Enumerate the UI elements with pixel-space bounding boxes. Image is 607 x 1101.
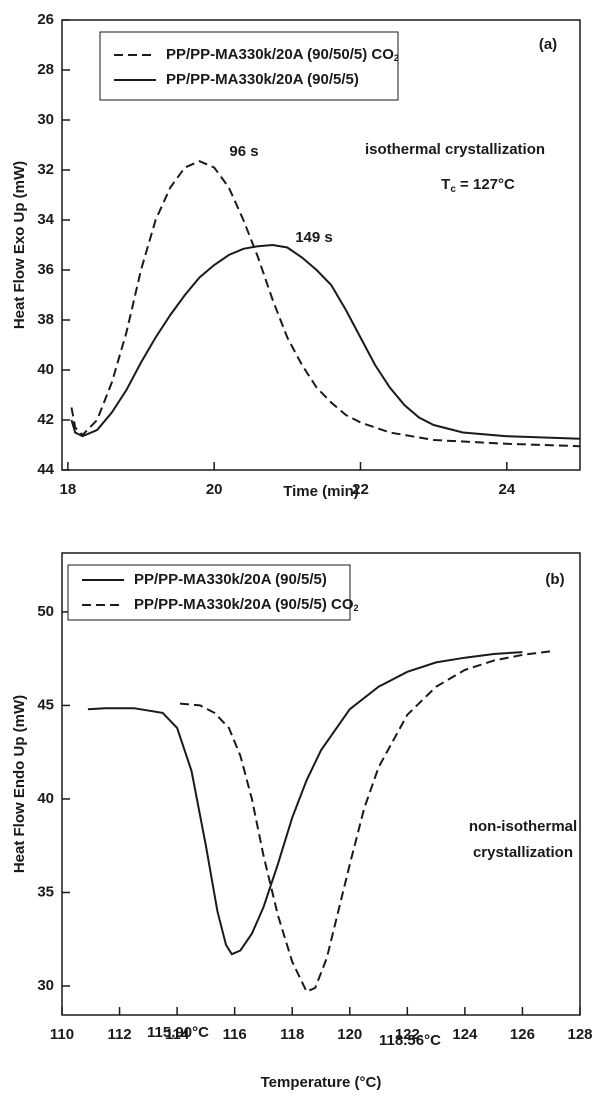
legend-label-main: PP/PP-MA330k/20A (90/50/5) CO: [166, 46, 394, 63]
annotation: 118.56°C: [379, 1032, 441, 1049]
legend-label: PP/PP-MA330k/20A (90/5/5): [166, 71, 359, 88]
y-tick-label: 38: [37, 311, 54, 328]
x-tick-label: 120: [337, 1026, 362, 1043]
y-tick-label: 35: [37, 883, 54, 900]
plot-frame: [61, 19, 581, 471]
panel-label: (a): [539, 36, 557, 53]
data-line: [70, 243, 581, 440]
x-tick-label: 20: [206, 481, 223, 498]
y-axis-title: Heat Flow Endo Up (mW): [11, 695, 28, 873]
annotation: 149 s: [295, 229, 333, 246]
y-tick-label: 32: [37, 161, 54, 178]
y-tick-label: 34: [37, 211, 54, 228]
x-tick-label: 18: [60, 481, 77, 498]
legend-label-main: PP/PP-MA330k/20A (90/5/5) CO: [134, 596, 354, 613]
data-line: [179, 650, 552, 993]
legend-box: [99, 31, 399, 101]
x-tick-label: 22: [352, 481, 369, 498]
legend-label-main: PP/PP-MA330k/20A (90/5/5): [134, 571, 327, 588]
legend-label: PP/PP-MA330k/20A (90/5/5): [134, 571, 327, 588]
x-tick-label: 24: [498, 481, 515, 498]
data-line: [70, 160, 581, 448]
annotation: 115.90°C: [147, 1024, 209, 1041]
x-tick-label: 118: [280, 1026, 304, 1043]
y-tick-label: 50: [37, 603, 54, 620]
annotation-symbol: T: [441, 176, 450, 193]
legend-box: [67, 564, 351, 621]
legend-label-main: PP/PP-MA330k/20A (90/5/5): [166, 71, 359, 88]
annotation-rest: = 127°C: [456, 176, 515, 193]
plot-frame: [61, 552, 581, 1016]
legend-label: PP/PP-MA330k/20A (90/5/5) CO2: [134, 596, 359, 613]
x-axis-title: Time (min): [283, 483, 359, 500]
y-tick-label: 36: [37, 261, 54, 278]
legend-label: PP/PP-MA330k/20A (90/50/5) CO2: [166, 46, 399, 63]
x-tick-label: 122: [395, 1026, 420, 1043]
data-line: [87, 651, 523, 956]
x-axis-title: Temperature (°C): [261, 1074, 382, 1091]
x-tick-label: 126: [510, 1026, 535, 1043]
x-tick-label: 110: [50, 1026, 74, 1043]
annotation: isothermal crystallization: [365, 141, 545, 158]
y-tick-label: 30: [37, 977, 54, 994]
annotation: non-isothermal: [469, 818, 577, 835]
annotation: 96 s: [229, 143, 258, 160]
legend-label-sub: 2: [354, 603, 359, 613]
y-tick-label: 44: [37, 461, 54, 478]
y-tick-label: 40: [37, 790, 54, 807]
panel-label: (b): [545, 571, 564, 588]
y-tick-label: 42: [37, 411, 54, 428]
legend-label-sub: 2: [394, 53, 399, 63]
x-tick-label: 114: [165, 1026, 190, 1043]
x-tick-label: 116: [223, 1026, 247, 1043]
annotation: Tc = 127°C: [441, 176, 515, 195]
annotation-sub: c: [450, 184, 456, 195]
y-axis-title: Heat Flow Exo Up (mW): [11, 161, 28, 329]
annotation: crystallization: [473, 844, 573, 861]
y-tick-label: 26: [37, 11, 54, 28]
y-tick-label: 40: [37, 361, 54, 378]
y-tick-label: 28: [37, 61, 54, 78]
y-tick-label: 30: [37, 111, 54, 128]
y-tick-label: 45: [37, 696, 54, 713]
x-tick-label: 128: [567, 1026, 592, 1043]
x-tick-label: 112: [107, 1026, 131, 1043]
x-tick-label: 124: [452, 1026, 478, 1043]
